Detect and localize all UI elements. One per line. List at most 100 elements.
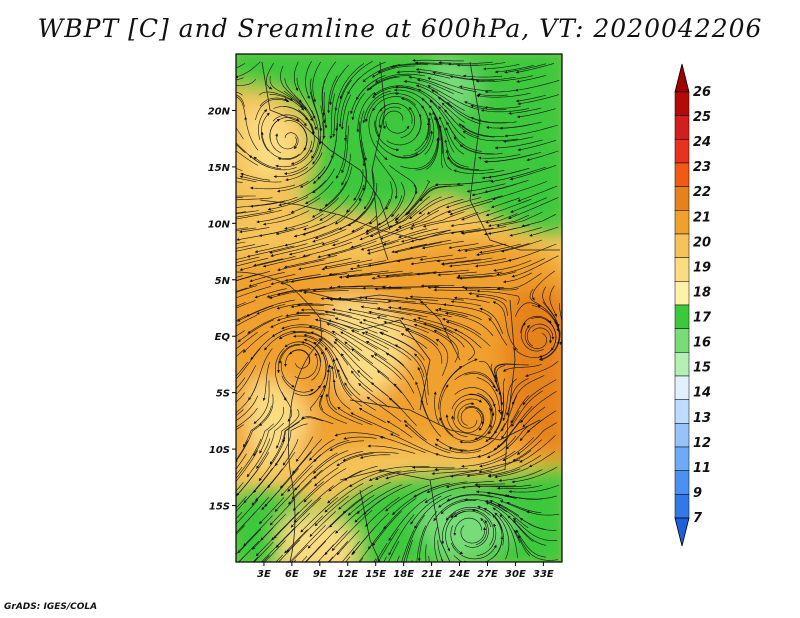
country-border: [429, 479, 451, 562]
streamline: [432, 111, 441, 141]
streamline: [303, 468, 347, 503]
streamline: [259, 497, 285, 525]
streamline: [236, 180, 243, 184]
streamline: [298, 287, 336, 293]
streamline: [291, 544, 309, 562]
lat-tick-label: EQ: [215, 332, 231, 343]
streamline: [496, 485, 543, 490]
streamline: [374, 154, 398, 200]
streamline: [391, 182, 405, 218]
streamline: [460, 407, 485, 426]
streamline: [445, 480, 494, 488]
streamline: [293, 61, 299, 92]
streamline: [476, 523, 497, 556]
streamline: [398, 213, 426, 228]
streamline: [403, 420, 427, 441]
streamline: [277, 124, 308, 161]
streamline: [298, 109, 315, 135]
streamline: [519, 517, 557, 531]
streamline: [275, 152, 311, 168]
streamline: [376, 140, 419, 158]
streamline: [508, 484, 560, 494]
streamline: [438, 97, 482, 125]
streamline: [476, 484, 532, 489]
streamline: [377, 370, 402, 394]
streamline: [305, 540, 327, 562]
colorbar-segment: [674, 257, 690, 282]
streamline: [260, 131, 300, 159]
streamline: [428, 555, 430, 562]
streamline: [327, 75, 338, 114]
streamline: [477, 93, 508, 97]
streamline: [236, 211, 247, 214]
streamline: [350, 75, 386, 115]
streamline: [494, 65, 534, 74]
streamline: [236, 332, 258, 350]
country-border: [469, 61, 560, 251]
streamline: [471, 508, 495, 546]
streamline: [375, 73, 425, 83]
streamline: [314, 318, 347, 331]
colorbar-label: 22: [693, 185, 711, 200]
streamline: [464, 406, 485, 431]
streamline: [488, 395, 497, 435]
streamline: [434, 467, 468, 471]
colorbar-segment: [674, 139, 690, 164]
streamline: [528, 450, 556, 468]
streamline: [236, 482, 244, 492]
streamline: [329, 440, 365, 451]
streamline: [273, 499, 313, 539]
streamline: [289, 349, 310, 369]
streamline: [366, 75, 412, 91]
streamline: [236, 275, 243, 279]
streamline: [379, 331, 425, 361]
streamline: [460, 525, 487, 544]
streamline: [271, 326, 324, 337]
streamline: [476, 392, 495, 417]
streamline: [256, 422, 285, 469]
streamline: [476, 289, 520, 305]
streamline: [488, 392, 504, 441]
streamline: [262, 255, 311, 268]
streamline: [280, 451, 312, 489]
streamline: [401, 529, 415, 562]
streamline: [492, 181, 547, 201]
streamline: [498, 469, 543, 483]
streamline: [287, 524, 326, 562]
streamline: [454, 371, 498, 393]
streamline: [267, 196, 309, 211]
streamline: [376, 307, 428, 318]
streamline: [493, 363, 529, 379]
colorbar-segment: [674, 328, 690, 353]
streamline: [487, 468, 521, 478]
streamline: [504, 124, 558, 138]
streamline: [549, 285, 557, 317]
streamline: [453, 296, 490, 304]
streamline: [239, 227, 270, 234]
streamline: [312, 288, 364, 292]
streamline: [282, 439, 299, 466]
streamline: [246, 299, 295, 317]
colorbar-segment: [674, 352, 690, 377]
streamline: [236, 424, 244, 431]
streamline: [457, 244, 494, 252]
streamline: [448, 243, 479, 250]
streamline: [439, 384, 454, 437]
streamline: [356, 260, 387, 268]
streamline: [394, 242, 443, 254]
streamline: [451, 394, 493, 412]
streamline: [324, 310, 361, 321]
streamline: [236, 285, 258, 293]
streamline: [236, 287, 248, 292]
streamline: [297, 303, 334, 307]
streamline: [505, 494, 557, 500]
streamline: [506, 501, 542, 513]
streamline: [415, 136, 440, 171]
streamline: [239, 175, 282, 183]
streamline: [461, 125, 505, 137]
streamline: [406, 327, 439, 346]
streamline: [411, 210, 451, 227]
streamline: [321, 227, 364, 246]
lon-tick-label: 24E: [449, 569, 470, 580]
streamline: [511, 390, 543, 427]
